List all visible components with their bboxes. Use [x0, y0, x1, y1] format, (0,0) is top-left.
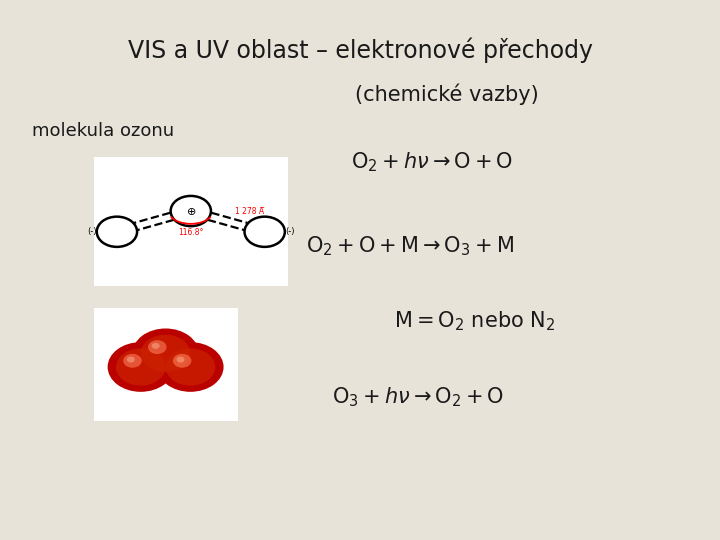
Circle shape	[157, 342, 223, 392]
Circle shape	[171, 196, 211, 226]
Circle shape	[123, 354, 142, 368]
Text: (chemické vazby): (chemické vazby)	[354, 84, 539, 105]
Text: VIS a UV oblast – elektronové přechody: VIS a UV oblast – elektronové přechody	[127, 38, 593, 63]
Text: (-): (-)	[285, 227, 294, 237]
Text: $\mathrm{O}_2 + h\nu \rightarrow \mathrm{O} + \mathrm{O}$: $\mathrm{O}_2 + h\nu \rightarrow \mathrm…	[351, 150, 513, 174]
Text: 1 278 A̅: 1 278 A̅	[235, 207, 264, 216]
Circle shape	[166, 348, 215, 386]
Circle shape	[245, 217, 285, 247]
Text: 116.8°: 116.8°	[178, 228, 204, 237]
Text: $\mathrm{O}_3 + h\nu \rightarrow \mathrm{O}_2 + \mathrm{O}$: $\mathrm{O}_3 + h\nu \rightarrow \mathrm…	[331, 385, 504, 409]
Text: molekula ozonu: molekula ozonu	[32, 122, 174, 139]
Circle shape	[141, 335, 190, 372]
FancyBboxPatch shape	[94, 308, 238, 421]
Text: $\oplus$: $\oplus$	[186, 206, 196, 217]
Text: (-): (-)	[87, 227, 96, 237]
Text: $\mathrm{O}_2 + \mathrm{O} + \mathrm{M} \rightarrow \mathrm{O}_3 + \mathrm{M}$: $\mathrm{O}_2 + \mathrm{O} + \mathrm{M} …	[307, 234, 514, 258]
Text: $\mathrm{M} = \mathrm{O}_2\ \mathrm{nebo}\ \mathrm{N}_2$: $\mathrm{M} = \mathrm{O}_2\ \mathrm{nebo…	[395, 309, 556, 333]
Circle shape	[173, 354, 192, 368]
Circle shape	[176, 356, 184, 362]
Circle shape	[148, 340, 166, 354]
Circle shape	[108, 342, 174, 392]
Circle shape	[116, 348, 166, 386]
Circle shape	[127, 356, 135, 362]
Circle shape	[96, 217, 137, 247]
Circle shape	[152, 343, 160, 349]
FancyBboxPatch shape	[94, 157, 288, 286]
Circle shape	[132, 328, 199, 378]
